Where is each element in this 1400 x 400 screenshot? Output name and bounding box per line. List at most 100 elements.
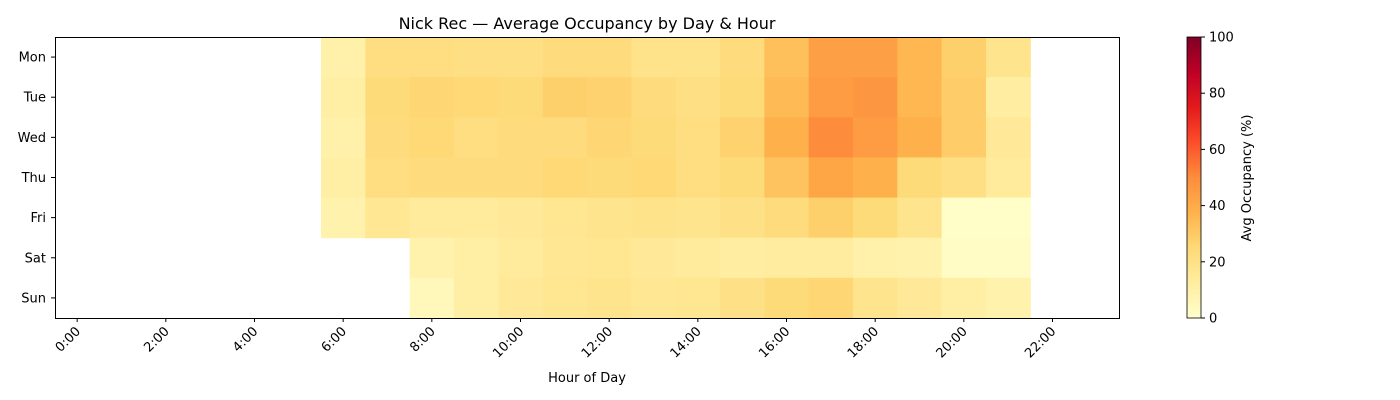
heatmap-cell	[986, 117, 1031, 158]
heatmap-cell	[941, 37, 987, 78]
heatmap-cell	[498, 197, 544, 239]
heatmap-cell	[720, 157, 765, 199]
heatmap-cell	[454, 37, 499, 78]
heatmap-cell	[631, 197, 677, 239]
heatmap-cell	[321, 37, 366, 78]
heatmap-cell	[853, 157, 898, 199]
plot-frame	[55, 37, 1120, 319]
x-tick-label: 16:00	[756, 324, 793, 361]
heatmap-cell	[986, 197, 1031, 239]
heatmap-cell	[941, 277, 987, 319]
heatmap-cell	[764, 77, 810, 118]
x-tick-label: 4:00	[230, 324, 261, 355]
heatmap-cell	[853, 237, 898, 279]
heatmap-cell	[808, 77, 854, 118]
heatmap-cell	[675, 77, 721, 118]
heatmap-cell	[986, 77, 1031, 118]
heatmap-cell	[365, 37, 411, 78]
heatmap-cell	[587, 77, 632, 118]
heatmap-cell	[631, 117, 677, 158]
heatmap-cell	[897, 237, 943, 279]
y-axis: Mon Tue Wed Thu Fri Sat Sun	[18, 51, 55, 306]
heatmap-cell	[675, 37, 721, 78]
colorbar-tick-label: 100	[1209, 31, 1234, 46]
heatmap-cell	[808, 237, 854, 279]
heatmap-cells	[321, 37, 1031, 319]
heatmap-cell	[454, 157, 499, 199]
y-tick-label: Sun	[21, 291, 46, 306]
heatmap-cell	[409, 237, 455, 279]
heatmap-cell	[808, 157, 854, 199]
heatmap-cell	[720, 117, 765, 158]
y-tick-label: Sat	[25, 251, 46, 266]
heatmap-cell	[808, 277, 854, 319]
x-tick-label: 14:00	[668, 324, 705, 361]
x-tick-label: 22:00	[1022, 324, 1059, 361]
x-tick-label: 6:00	[319, 324, 350, 355]
heatmap-cell	[454, 237, 499, 279]
heatmap-cell	[498, 77, 544, 118]
heatmap-cell	[764, 157, 810, 199]
heatmap-cell	[720, 197, 765, 239]
heatmap-cell	[321, 77, 366, 118]
heatmap-cell	[675, 237, 721, 279]
heatmap-cell	[764, 117, 810, 158]
x-tick-label: 2:00	[141, 324, 172, 355]
heatmap-cell	[321, 157, 366, 199]
x-tick-label: 20:00	[934, 324, 971, 361]
heatmap-cell	[542, 197, 588, 239]
heatmap-cell	[542, 237, 588, 279]
x-axis-label: Hour of Day	[548, 371, 626, 386]
heatmap-cell	[986, 157, 1031, 199]
heatmap-cell	[631, 37, 677, 78]
heatmap-cell	[498, 37, 544, 78]
x-tick-label: 12:00	[579, 324, 616, 361]
colorbar-tick-label: 20	[1209, 255, 1226, 270]
x-tick-label: 10:00	[490, 324, 527, 361]
heatmap-cell	[587, 277, 632, 319]
heatmap-cell	[321, 197, 366, 239]
heatmap-cell	[542, 157, 588, 199]
heatmap-cell	[409, 37, 455, 78]
heatmap-cell	[587, 237, 632, 279]
heatmap-cell	[542, 117, 588, 158]
heatmap-cell	[409, 277, 455, 319]
heatmap-cell	[986, 237, 1031, 279]
heatmap-cell	[498, 117, 544, 158]
heatmap-cell	[454, 197, 499, 239]
heatmap-cell	[365, 117, 411, 158]
colorbar-tick-label: 0	[1209, 312, 1217, 327]
heatmap-cell	[675, 117, 721, 158]
heatmap-cell	[764, 277, 810, 319]
x-axis: 0:00 2:00 4:00 6:00 8:00 10:00 12:00 14:00 16:00…	[53, 318, 1059, 361]
heatmap-cell	[675, 277, 721, 319]
y-tick-label: Wed	[18, 131, 46, 146]
heatmap-cell	[941, 157, 987, 199]
y-tick-label: Thu	[21, 171, 46, 186]
colorbar-label: Avg Occupancy (%)	[1240, 115, 1255, 242]
heatmap-cell	[764, 37, 810, 78]
heatmap-cell	[631, 77, 677, 118]
heatmap-cell	[454, 77, 499, 118]
heatmap-cell	[808, 37, 854, 78]
heatmap-cell	[587, 157, 632, 199]
heatmap-cell	[321, 117, 366, 158]
colorbar-tick-label: 60	[1209, 143, 1226, 158]
heatmap-cell	[941, 237, 987, 279]
heatmap-cell	[853, 277, 898, 319]
heatmap-cell	[498, 237, 544, 279]
heatmap-cell	[720, 37, 765, 78]
heatmap-cell	[631, 237, 677, 279]
heatmap-cell	[764, 237, 810, 279]
heatmap-cell	[897, 77, 943, 118]
heatmap-cell	[498, 277, 544, 319]
heatmap-cell	[587, 117, 632, 158]
x-tick-label: 0:00	[53, 324, 84, 355]
y-tick-label: Mon	[19, 51, 46, 66]
heatmap-cell	[409, 77, 455, 118]
heatmap-cell	[587, 197, 632, 239]
heatmap-cell	[409, 157, 455, 199]
y-tick-label: Fri	[31, 211, 47, 226]
heatmap-cell	[542, 277, 588, 319]
